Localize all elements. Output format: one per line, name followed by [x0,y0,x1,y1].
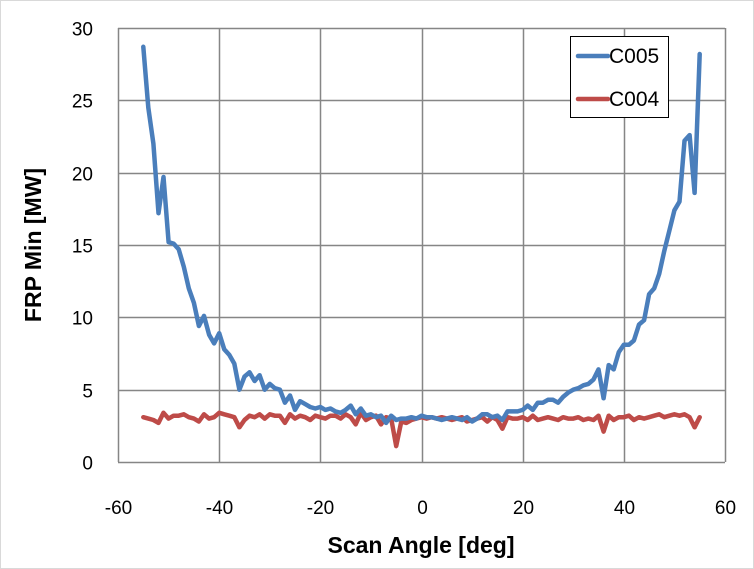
series-lines [141,44,702,449]
y-tick-label: 30 [72,20,93,41]
y-tick-label: 20 [72,165,93,186]
x-tick-label: -60 [105,498,132,519]
legend-box [570,36,669,118]
x-tick-label: -40 [206,498,233,519]
legend: C005 C004 [570,36,669,118]
y-axis-title: FRP Min [MW] [20,168,46,322]
x-tick-label: 40 [614,498,635,519]
tick-labels: -60 -40 -20 0 20 40 60 0 5 10 15 20 25 30 [72,20,736,520]
y-tick-label: 5 [82,382,93,403]
x-tick-label: -20 [307,498,334,519]
legend-label-c005: C005 [609,45,659,68]
x-tick-label: 0 [417,498,428,519]
x-tick-label: 60 [715,498,736,519]
y-tick-label: 15 [72,237,93,258]
x-axis-title: Scan Angle [deg] [328,532,515,558]
legend-label-c004: C004 [609,88,660,111]
y-tick-label: 10 [72,309,93,330]
y-tick-label: 25 [72,92,93,113]
gridlines [117,27,727,464]
x-tick-label: 20 [513,498,534,519]
y-tick-label: 0 [82,454,93,475]
series-line-c005 [141,44,702,426]
